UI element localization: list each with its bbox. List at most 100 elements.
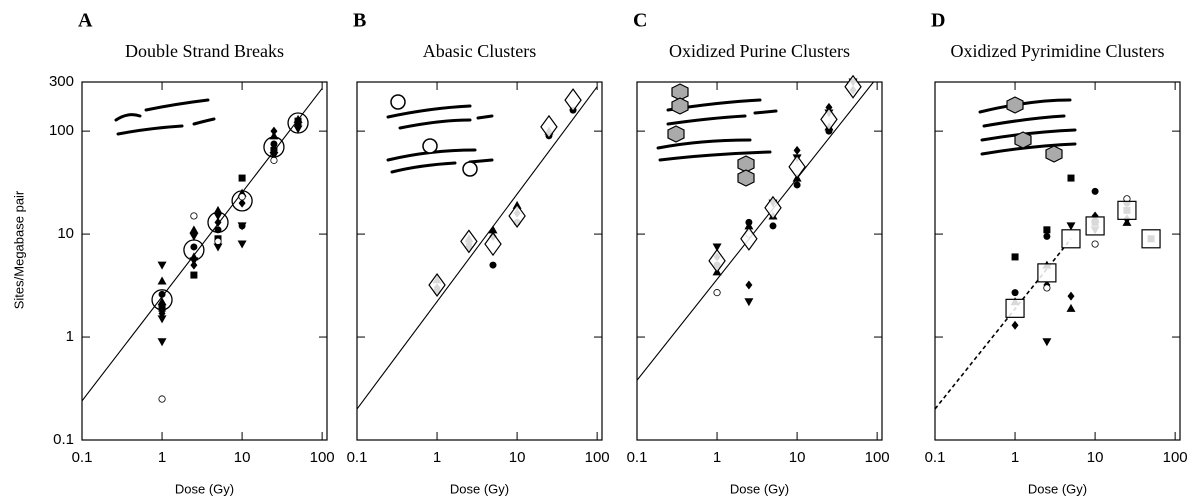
data-point	[237, 240, 247, 249]
x-axis-label: Dose (Gy)	[1028, 481, 1087, 496]
x-tick-label: 10	[1087, 449, 1104, 466]
plot-frame	[356, 81, 603, 441]
data-point	[1061, 229, 1081, 249]
data-point	[238, 193, 246, 201]
panel: B Abasic Clusters Dose (Gy) 0.1 1 10 100	[347, 10, 610, 497]
data-point	[460, 229, 478, 254]
data-point	[157, 261, 167, 270]
abasic-icon	[386, 94, 494, 177]
panel-title: Oxidized Pyrimidine Clusters	[951, 41, 1165, 61]
data-point	[214, 217, 222, 227]
x-tick-label: 0.1	[925, 449, 946, 466]
x-tick-label: 100	[1163, 449, 1188, 466]
data-point	[1042, 338, 1052, 347]
data-point	[238, 222, 246, 230]
data-point	[820, 107, 838, 132]
data-point	[213, 212, 223, 221]
data-point	[793, 145, 801, 155]
data-point	[788, 154, 806, 179]
data-point	[189, 225, 199, 234]
dsb-icon	[114, 98, 216, 136]
data-point	[158, 308, 166, 318]
data-point	[158, 304, 166, 312]
data-point	[484, 232, 502, 257]
data-point	[214, 237, 222, 245]
x-tick-label: 100	[865, 449, 890, 466]
data-point	[151, 289, 173, 311]
data-point	[1091, 187, 1099, 195]
data-point	[269, 151, 279, 160]
data-point	[190, 260, 198, 270]
x-tick-label: 10	[509, 449, 526, 466]
data-point	[764, 195, 782, 220]
data-point	[844, 74, 862, 99]
data-point	[157, 338, 167, 347]
x-tick-label: 0.1	[347, 449, 368, 466]
panel: D Oxidized Pyrimidine Clusters Dose (Gy) 0.…	[925, 10, 1188, 497]
data-point	[740, 226, 758, 251]
data-point	[564, 88, 582, 113]
y-tick-label: 1	[66, 328, 74, 345]
data-point	[263, 136, 285, 158]
data-point	[1005, 298, 1025, 318]
purine-icon	[656, 83, 778, 187]
x-tick-label: 100	[310, 449, 335, 466]
panel-title: Oxidized Purine Clusters	[669, 41, 850, 61]
fit-line	[637, 82, 874, 381]
y-tick-label: 0.1	[53, 431, 74, 448]
data-point	[1011, 320, 1019, 330]
x-tick-label: 0.1	[72, 449, 93, 466]
data-point	[1085, 216, 1105, 236]
data-point	[213, 243, 223, 252]
data-point	[508, 203, 526, 228]
plot-frame	[934, 81, 1181, 441]
fit-line	[935, 238, 1072, 410]
plot-frame	[81, 81, 328, 441]
panel-title: Abasic Clusters	[423, 41, 536, 61]
panel-letter: C	[633, 10, 647, 32]
data-point	[157, 315, 167, 324]
data-point	[1066, 222, 1076, 231]
data-point	[294, 120, 302, 130]
x-tick-label: 1	[433, 449, 441, 466]
data-point	[207, 211, 229, 234]
data-point	[270, 156, 278, 164]
data-point	[1043, 284, 1051, 292]
x-tick-label: 1	[713, 449, 721, 466]
data-point	[769, 222, 777, 230]
data-point	[231, 190, 253, 212]
data-point	[745, 218, 753, 226]
data-point	[1067, 291, 1075, 301]
data-point	[270, 126, 278, 136]
data-point	[1117, 200, 1137, 220]
x-tick-label: 100	[585, 449, 610, 466]
data-point	[158, 290, 166, 298]
y-tick-label: 10	[57, 225, 74, 242]
data-point	[712, 243, 722, 252]
panel-title: Double Strand Breaks	[125, 41, 284, 61]
x-tick-label: 10	[789, 449, 806, 466]
data-point	[540, 114, 558, 139]
data-point	[713, 289, 721, 297]
data-point	[1043, 232, 1051, 240]
data-point	[238, 198, 246, 208]
data-point	[708, 248, 726, 273]
x-tick-label: 1	[158, 449, 166, 466]
fit-line	[357, 86, 598, 410]
data-point	[190, 212, 198, 220]
data-point	[745, 280, 753, 290]
data-point	[1037, 263, 1057, 283]
data-point	[1011, 289, 1019, 297]
data-point	[157, 297, 167, 306]
x-tick-label: 0.1	[627, 449, 648, 466]
data-point	[157, 276, 167, 285]
data-point	[1066, 303, 1076, 312]
data-point	[270, 146, 278, 154]
panel-letter: B	[353, 10, 366, 32]
panel-letter: D	[931, 10, 945, 32]
data-point	[190, 271, 198, 279]
y-axis-label: Sites/Megabase pair	[11, 190, 26, 309]
data-point	[488, 225, 498, 234]
data-point	[293, 125, 303, 134]
